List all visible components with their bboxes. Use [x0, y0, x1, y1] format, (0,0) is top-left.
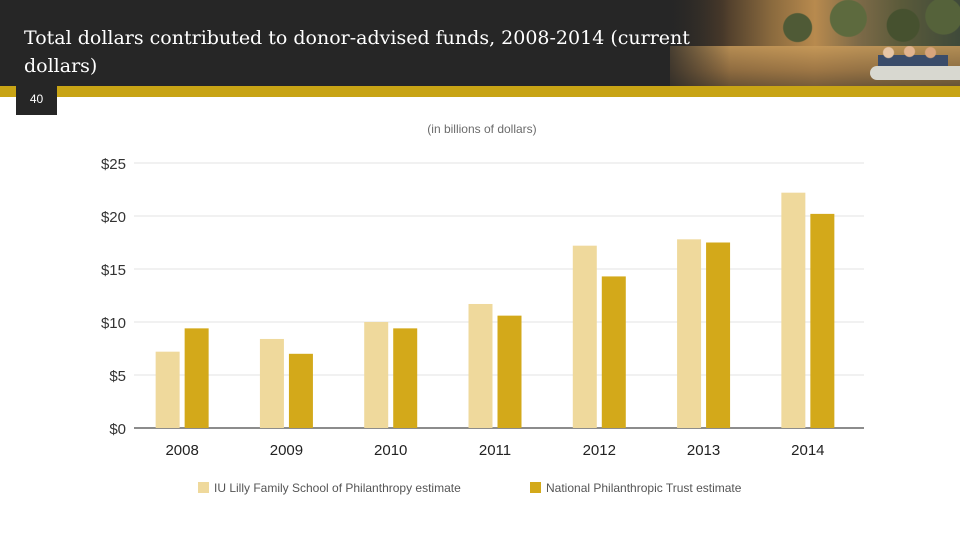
legend-swatch — [198, 482, 209, 493]
y-tick-label: $20 — [101, 209, 126, 226]
bar-npt-2014 — [810, 213, 835, 428]
bar-iu-lilly-2013 — [677, 239, 702, 428]
legend-swatch — [530, 482, 541, 493]
bar-npt-2008 — [184, 328, 209, 428]
trees-image — [757, 0, 960, 46]
x-tick-label: 2011 — [479, 442, 511, 459]
y-tick-label: $0 — [109, 421, 126, 438]
bar-iu-lilly-2008 — [155, 351, 180, 428]
bar-iu-lilly-2014 — [781, 192, 806, 428]
legend-label: National Philanthropic Trust estimate — [546, 481, 742, 495]
x-axis-ticks: 2008 2009 2010 2011 2012 2013 2014 — [165, 442, 824, 459]
y-tick-label: $25 — [101, 156, 126, 173]
bar-npt-2009 — [288, 353, 313, 428]
chart-subtitle: (in billions of dollars) — [427, 122, 536, 136]
y-tick-label: $5 — [109, 368, 126, 385]
x-tick-label: 2012 — [583, 442, 616, 459]
accent-bar — [0, 86, 960, 97]
bars — [155, 192, 835, 428]
y-axis-ticks: $0 $5 $10 $15 $20 $25 — [101, 156, 126, 438]
bar-iu-lilly-2009 — [259, 338, 284, 428]
x-tick-label: 2014 — [791, 442, 824, 459]
legend: IU Lilly Family School of Philanthropy e… — [198, 481, 742, 495]
slide-title: Total dollars contributed to donor-advis… — [24, 27, 690, 77]
header: Total dollars contributed to donor-advis… — [0, 0, 960, 86]
bar-npt-2012 — [601, 276, 626, 428]
raft-image — [870, 66, 960, 80]
x-tick-label: 2013 — [687, 442, 720, 459]
x-tick-label: 2008 — [165, 442, 198, 459]
x-tick-label: 2010 — [374, 442, 407, 459]
bar-npt-2013 — [706, 242, 731, 428]
page-number: 40 — [16, 86, 57, 115]
bar-iu-lilly-2010 — [364, 322, 389, 428]
bar-iu-lilly-2012 — [572, 245, 597, 428]
y-tick-label: $15 — [101, 262, 126, 279]
legend-label: IU Lilly Family School of Philanthropy e… — [214, 481, 461, 495]
bar-iu-lilly-2011 — [468, 303, 493, 428]
rafters-image — [878, 46, 948, 68]
x-tick-label: 2009 — [270, 442, 303, 459]
bar-chart: (in billions of dollars) $0 $5 $10 $15 $20 $2… — [101, 122, 864, 495]
bar-npt-2010 — [393, 328, 418, 428]
y-tick-label: $10 — [101, 315, 126, 332]
bar-npt-2011 — [497, 315, 522, 428]
header-fade — [650, 0, 730, 86]
